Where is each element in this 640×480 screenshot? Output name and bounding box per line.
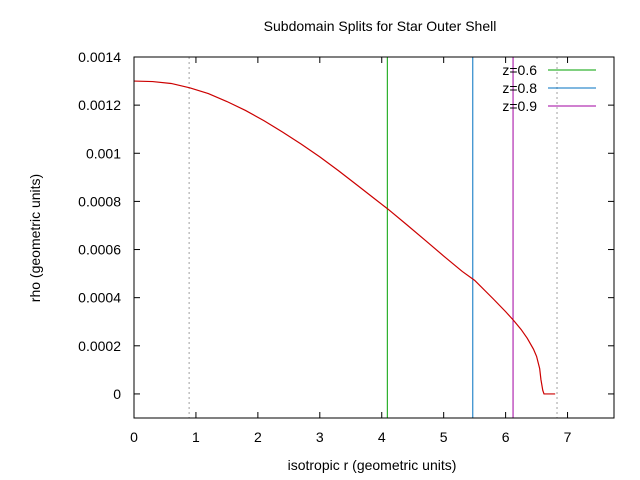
x-tick-label-5: 5 bbox=[440, 429, 448, 445]
legend-label-3: z=0.9 bbox=[502, 98, 537, 114]
x-tick-label-3: 3 bbox=[316, 429, 324, 445]
x-tick-label-4: 4 bbox=[378, 429, 386, 445]
y-axis-label: rho (geometric units) bbox=[27, 174, 43, 302]
y-tick-label-2: 0.0004 bbox=[78, 290, 121, 306]
x-axis-label: isotropic r (geometric units) bbox=[288, 457, 457, 473]
density-curve-line bbox=[133, 80, 556, 395]
chart-title: Subdomain Splits for Star Outer Shell bbox=[264, 18, 497, 34]
plot-frame bbox=[133, 56, 615, 419]
x-tick-label-2: 2 bbox=[254, 429, 262, 445]
x-tick-label-1: 1 bbox=[192, 429, 200, 445]
legend: z=0.6 z=0.8 z=0.9 bbox=[502, 62, 596, 114]
y-tick-label-7: 0.0014 bbox=[78, 49, 121, 65]
x-tick-label-7: 7 bbox=[564, 429, 572, 445]
legend-label-2: z=0.8 bbox=[502, 80, 537, 96]
axis-ticks: 0 1 2 3 4 5 6 7 0 0.0002 0.0004 0.0006 0.0008 0.001 0.… bbox=[78, 49, 614, 445]
y-tick-label-6: 0.0012 bbox=[78, 97, 121, 113]
y-tick-label-4: 0.0008 bbox=[78, 193, 121, 209]
legend-label-1: z=0.6 bbox=[502, 62, 537, 78]
y-tick-label-5: 0.001 bbox=[86, 145, 121, 161]
y-tick-label-0: 0 bbox=[113, 386, 121, 402]
x-tick-label-6: 6 bbox=[502, 429, 510, 445]
plot-area bbox=[133, 57, 558, 418]
x-tick-label-0: 0 bbox=[130, 429, 138, 445]
y-tick-label-3: 0.0006 bbox=[78, 242, 121, 258]
y-tick-label-1: 0.0002 bbox=[78, 338, 121, 354]
